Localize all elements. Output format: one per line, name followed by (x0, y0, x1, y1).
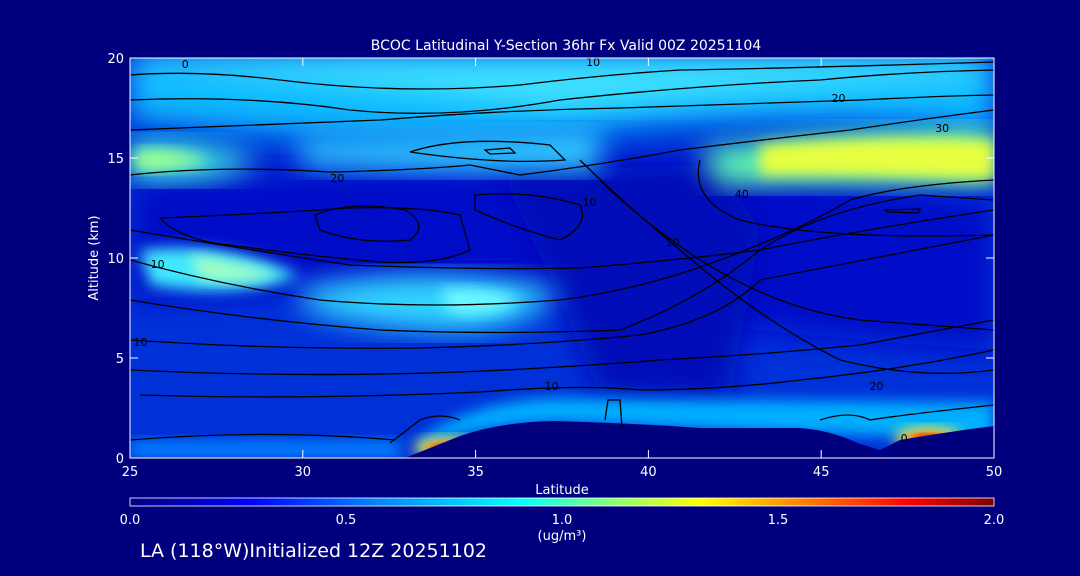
x-tick-label: 40 (640, 465, 657, 480)
y-axis-label: Altitude (km) (87, 215, 102, 300)
contour-label: 40 (735, 188, 749, 201)
x-tick-label: 30 (295, 465, 312, 480)
y-tick-label: 15 (107, 152, 124, 167)
contour-label: 10 (545, 380, 559, 393)
colorbar-unit-label: (ug/m³) (538, 529, 587, 544)
contour-label: 10 (586, 56, 600, 69)
y-tick-label: 0 (116, 452, 124, 467)
concentration-field (130, 58, 994, 458)
contour-label: 20 (869, 380, 883, 393)
colorbar (129, 497, 995, 507)
y-tick-label: 10 (107, 252, 124, 267)
contour-labels: 0 10 20 30 20 40 10 10 10 10 10 20 0 (133, 56, 949, 445)
x-tick-label: 25 (122, 465, 139, 480)
x-axis-label: Latitude (535, 483, 589, 498)
contour-label: 30 (935, 122, 949, 135)
chart-title: BCOC Latitudinal Y-Section 36hr Fx Valid… (371, 38, 762, 54)
y-tick-label: 20 (107, 52, 124, 67)
y-tick-label: 5 (116, 352, 124, 367)
initialized-footer: LA (118°W)Initialized 12Z 20251102 (140, 540, 487, 562)
x-tick-label: 45 (813, 465, 830, 480)
contour-label: 20 (330, 172, 344, 185)
y-axis: 0 5 10 15 20 (107, 52, 994, 467)
colorbar-tick-label: 0.0 (120, 513, 141, 528)
x-tick-label: 50 (986, 465, 1003, 480)
contour-label: 10 (666, 236, 680, 249)
x-axis: 25 30 35 40 45 50 (122, 58, 1003, 480)
colorbar-tick-label: 1.0 (552, 513, 573, 528)
colorbar-tick-label: 2.0 (984, 513, 1005, 528)
contour-label: 10 (151, 258, 165, 271)
contour-label: 10 (583, 196, 597, 209)
x-tick-label: 35 (467, 465, 484, 480)
colorbar-ticks: 0.0 0.5 1.0 1.5 2.0 (120, 513, 1005, 528)
contour-lines (130, 61, 994, 444)
contour-label: 10 (133, 336, 147, 349)
contour-label: 0 (901, 432, 908, 445)
contour-label: 20 (831, 92, 845, 105)
contour-label: 0 (182, 58, 189, 71)
colorbar-tick-label: 1.5 (768, 513, 789, 528)
colorbar-tick-label: 0.5 (336, 513, 357, 528)
